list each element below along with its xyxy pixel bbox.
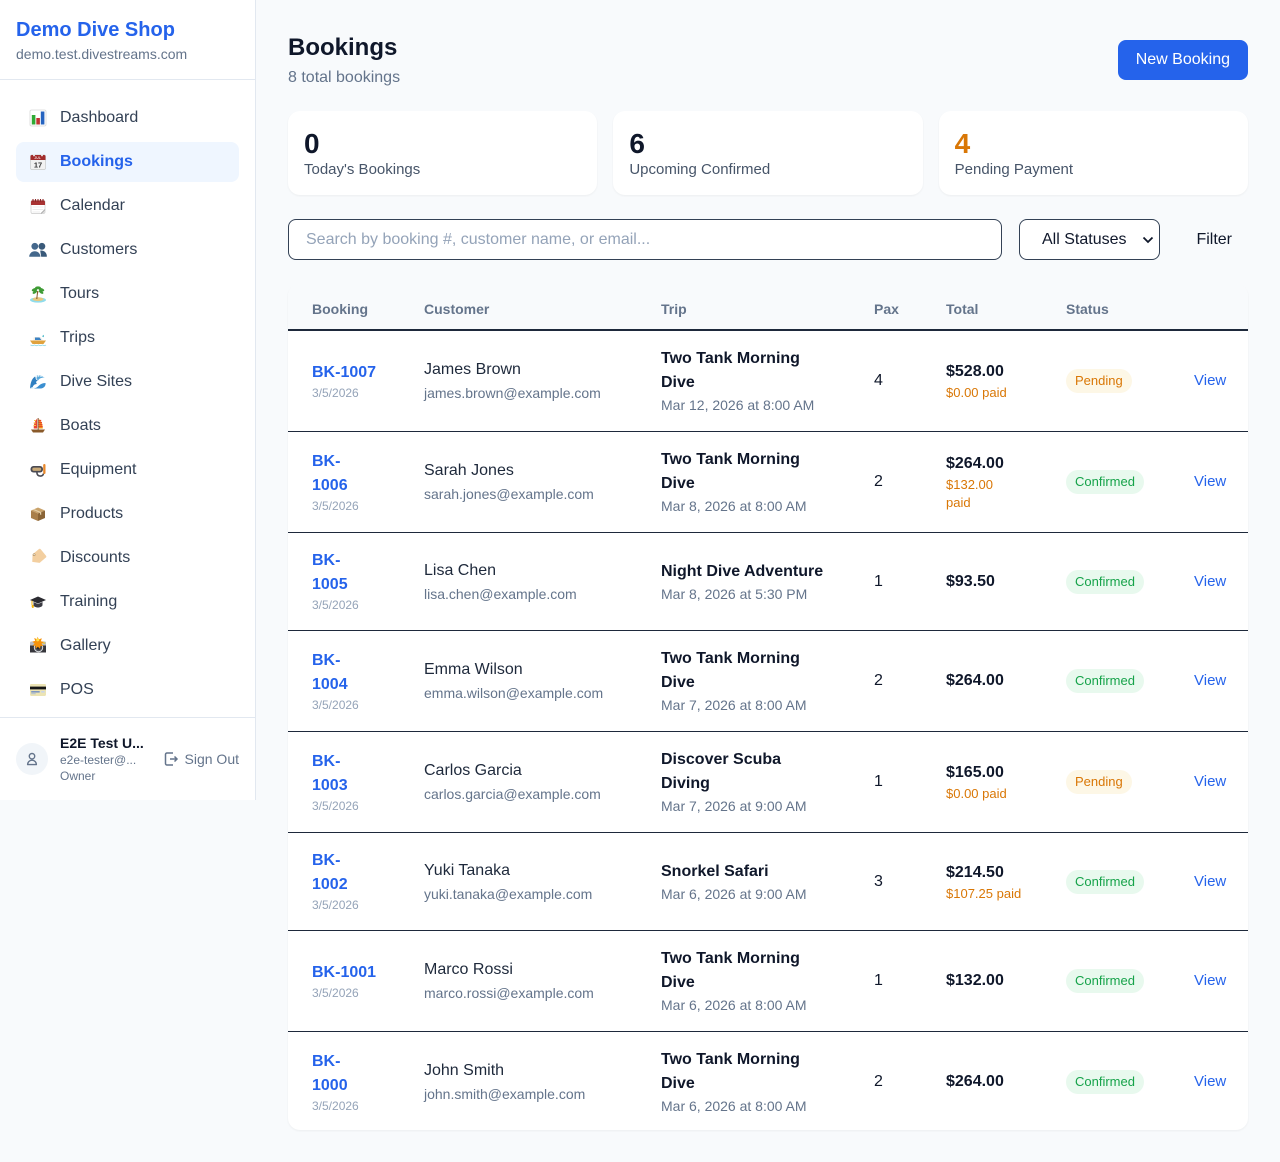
svg-text:17: 17 [34, 160, 42, 169]
svg-text:JUL: JUL [34, 156, 40, 160]
